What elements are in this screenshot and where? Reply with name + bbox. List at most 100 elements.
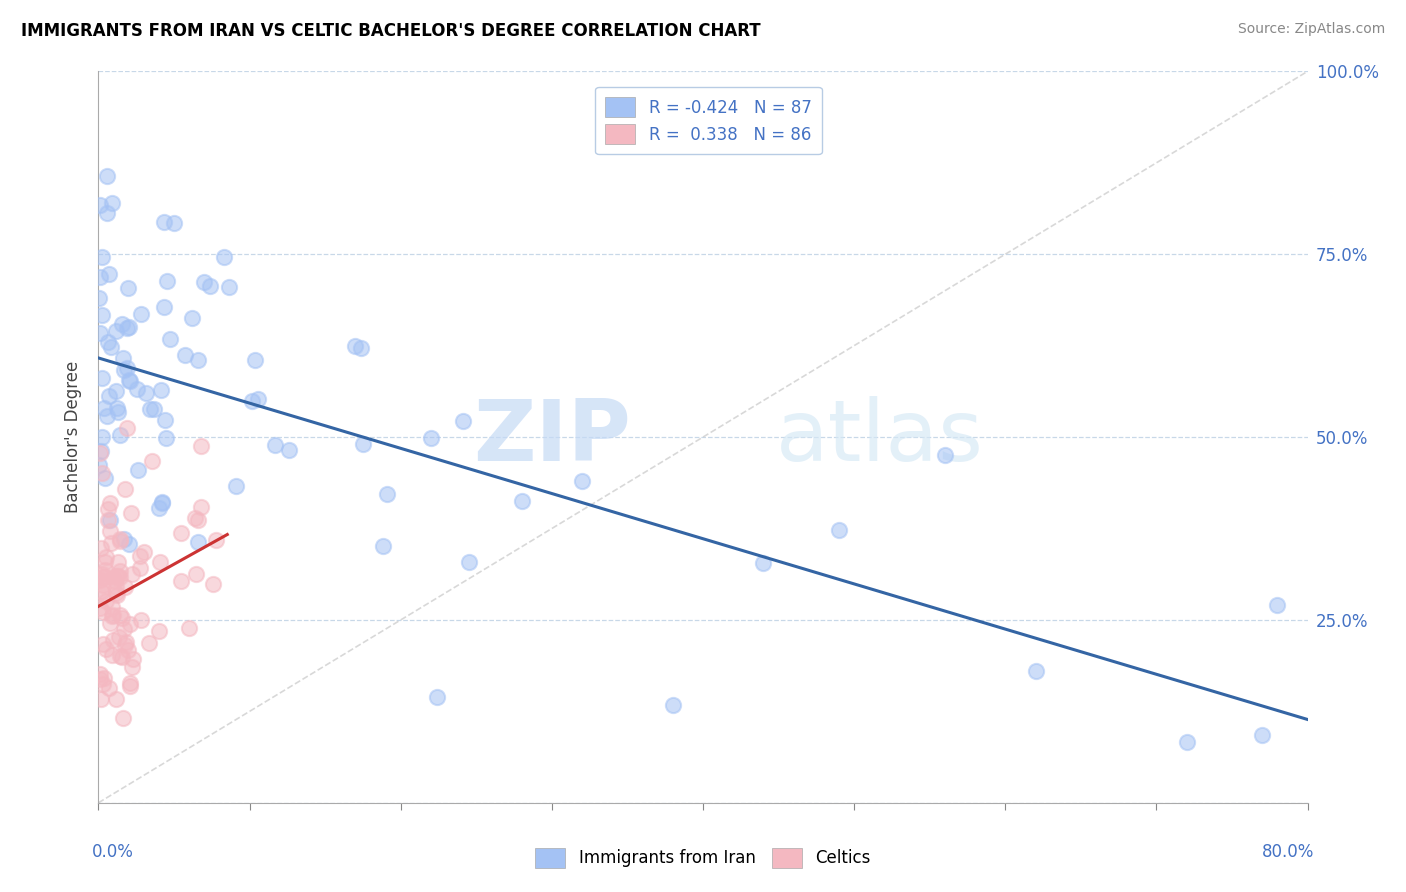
Legend: R = -0.424   N = 87, R =  0.338   N = 86: R = -0.424 N = 87, R = 0.338 N = 86 [595,87,821,154]
Point [90,251,112,265]
Point [108,630,131,644]
Point [425,690,447,704]
Point [107,555,129,569]
Point [112,363,135,377]
Point [101,608,124,623]
Point [352,436,374,450]
Point [127,463,149,477]
Point [121,566,143,581]
Point [180,311,202,326]
Point [148,624,170,639]
Point [240,393,263,408]
Point [118,373,141,387]
Point [129,560,152,574]
Point [170,574,193,588]
Point [97,513,120,527]
Point [111,317,134,331]
Point [139,401,162,416]
Point [114,635,136,649]
Point [96,169,118,183]
Point [112,532,135,546]
Point [111,351,134,365]
Point [100,648,122,662]
Point [114,580,136,594]
Point [105,325,128,339]
Point [96,205,118,219]
Point [225,478,247,492]
Point [108,428,131,442]
Text: 0.0%: 0.0% [91,843,134,861]
Point [101,570,124,584]
Text: 80.0%: 80.0% [1263,843,1315,861]
Point [115,421,138,435]
Point [97,267,120,281]
Text: atlas: atlas [776,395,984,479]
Point [100,196,122,211]
Point [163,216,186,230]
Point [120,617,142,632]
Point [91,308,114,322]
Point [112,711,135,725]
Point [184,511,207,525]
Point [120,506,142,520]
Point [89,269,111,284]
Point [350,341,373,355]
Point [187,352,209,367]
Point [110,533,132,548]
Point [100,609,122,624]
Point [661,698,683,712]
Point [1024,664,1046,678]
Point [170,525,193,540]
Point [187,512,209,526]
Point [107,401,129,416]
Point [90,443,112,458]
Point [89,667,111,681]
Legend: Immigrants from Iran, Celtics: Immigrants from Iran, Celtics [529,841,877,875]
Point [90,541,112,555]
Point [87,291,110,305]
Point [96,594,118,608]
Point [159,332,181,346]
Point [132,545,155,559]
Point [117,643,139,657]
Point [91,570,114,584]
Point [115,361,138,376]
Point [204,533,226,547]
Point [934,448,956,462]
Point [108,564,131,578]
Point [100,535,122,549]
Point [89,326,111,341]
Point [89,198,111,212]
Point [107,569,129,583]
Point [91,578,114,592]
Point [118,537,141,551]
Point [174,347,197,361]
Point [94,555,117,569]
Point [93,401,115,416]
Point [104,692,127,706]
Point [129,307,152,321]
Point [91,585,114,599]
Point [97,681,120,695]
Point [156,274,179,288]
Point [93,671,115,685]
Point [98,495,121,509]
Point [105,384,128,398]
Point [91,637,114,651]
Point [828,524,851,538]
Point [153,300,176,314]
Point [101,600,124,615]
Point [107,405,129,419]
Point [118,374,141,388]
Point [1175,735,1198,749]
Point [148,500,170,515]
Point [96,641,118,656]
Point [278,443,301,458]
Point [212,250,235,264]
Point [93,605,115,619]
Point [104,569,127,583]
Point [89,601,111,615]
Point [97,334,120,349]
Point [117,320,139,334]
Point [89,672,111,686]
